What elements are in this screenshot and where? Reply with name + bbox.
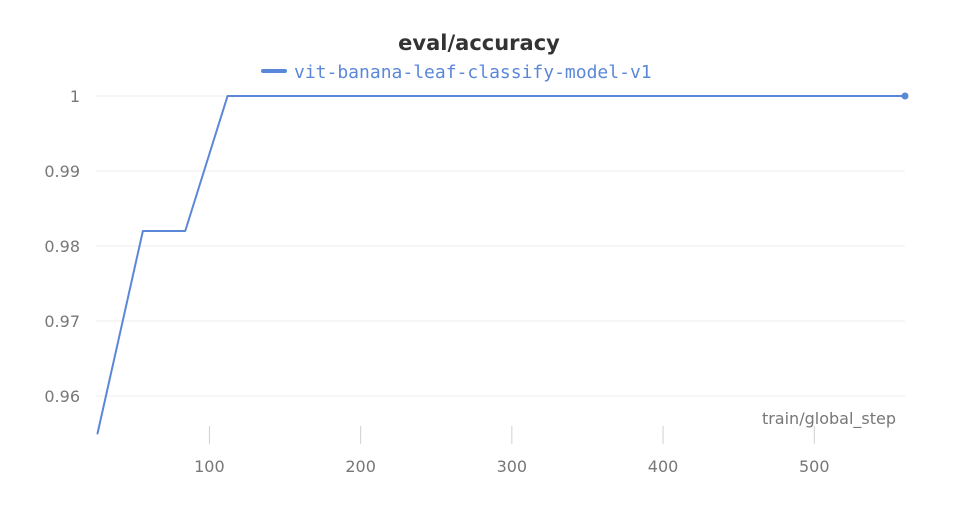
y-tick-label: 1 <box>70 87 80 106</box>
chart-title: eval/accuracy <box>398 31 560 55</box>
x-tick-label: 500 <box>799 457 830 476</box>
y-tick-label: 0.96 <box>44 387 80 406</box>
x-axis: 100 200 300 400 500 <box>194 426 830 476</box>
x-axis-label: train/global_step <box>762 409 896 429</box>
x-tick-label: 100 <box>194 457 225 476</box>
series-endpoint-marker[interactable] <box>901 92 909 100</box>
x-tick-label: 200 <box>345 457 376 476</box>
legend-label: vit-banana-leaf-classify-model-v1 <box>294 62 652 83</box>
x-tick-label: 400 <box>648 457 679 476</box>
y-tick-label: 0.99 <box>44 162 80 181</box>
grid <box>96 95 905 397</box>
y-tick-label: 0.97 <box>44 312 80 331</box>
legend[interactable]: vit-banana-leaf-classify-model-v1 <box>261 62 652 83</box>
series-layer <box>96 92 909 435</box>
series-line[interactable] <box>96 95 906 435</box>
y-axis: 0.96 0.97 0.98 0.99 1 <box>44 87 80 406</box>
x-tick-label: 300 <box>497 457 528 476</box>
y-tick-label: 0.98 <box>44 237 80 256</box>
